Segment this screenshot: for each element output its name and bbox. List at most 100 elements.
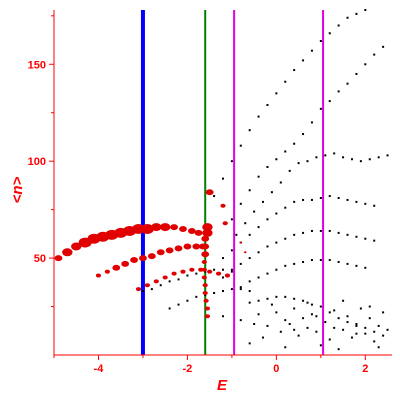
black-point-s2-15 bbox=[355, 72, 358, 75]
red-point-s1-3 bbox=[71, 242, 82, 251]
black-point-s5-18 bbox=[373, 239, 376, 242]
red-point-s1-13 bbox=[159, 223, 171, 232]
black-point-s8-9 bbox=[239, 288, 242, 291]
black-point-s5-5 bbox=[257, 251, 260, 254]
black-point-s1-17 bbox=[355, 12, 358, 15]
black-point-s1-14 bbox=[328, 32, 331, 35]
black-point-s4-14 bbox=[337, 197, 340, 200]
x-tick-label-2: 2 bbox=[362, 363, 368, 375]
black-point-s1-3 bbox=[230, 160, 233, 163]
black-point-s9-13 bbox=[355, 324, 358, 327]
x-tick-label--4: -4 bbox=[94, 363, 105, 375]
black-point-s10-17 bbox=[333, 309, 336, 312]
red-point-s4-17 bbox=[239, 241, 243, 244]
black-point-s1-1 bbox=[213, 195, 216, 198]
black-point-s9-5 bbox=[284, 295, 287, 298]
black-point-s10-42 bbox=[368, 305, 371, 308]
black-point-s10-25 bbox=[373, 340, 376, 343]
black-point-s4-5 bbox=[257, 226, 260, 229]
black-point-s7-6 bbox=[186, 274, 189, 277]
black-point-s4-10 bbox=[302, 198, 305, 201]
black-point-s6-1 bbox=[239, 286, 242, 289]
black-point-s6-2 bbox=[248, 280, 251, 283]
red-point-s4-2 bbox=[202, 223, 213, 232]
black-point-s8-8 bbox=[230, 288, 233, 291]
black-point-s5-8 bbox=[284, 237, 287, 240]
black-point-s10-5 bbox=[275, 311, 278, 314]
black-point-s9-2 bbox=[257, 299, 260, 302]
black-point-s10-33 bbox=[337, 348, 340, 351]
black-point-s10-30 bbox=[248, 342, 251, 345]
black-point-s3-10 bbox=[315, 156, 318, 159]
red-point-s4-11 bbox=[203, 298, 209, 303]
black-point-s3-14 bbox=[350, 158, 353, 161]
black-point-s1-8 bbox=[275, 92, 278, 95]
red-point-s4-6 bbox=[201, 259, 207, 264]
data-points bbox=[54, 9, 389, 351]
black-point-s3-4 bbox=[262, 200, 265, 203]
black-point-s1-7 bbox=[266, 103, 269, 106]
black-point-s10-19 bbox=[346, 315, 349, 318]
black-point-s7-10 bbox=[222, 268, 224, 271]
black-point-s10-34 bbox=[377, 346, 380, 349]
black-point-s10-31 bbox=[284, 346, 287, 349]
black-point-s10-20 bbox=[350, 336, 353, 339]
black-point-s10-41 bbox=[355, 332, 358, 335]
red-point-s2-5 bbox=[130, 257, 138, 264]
black-point-s10-36 bbox=[306, 301, 309, 304]
black-point-s6-13 bbox=[346, 262, 349, 265]
black-point-s9-3 bbox=[266, 297, 269, 300]
red-point-s4-16 bbox=[222, 221, 228, 226]
black-point-s5-13 bbox=[328, 229, 331, 232]
black-point-s10-18 bbox=[342, 328, 345, 331]
black-point-s2-10 bbox=[310, 121, 313, 124]
red-point-s2-3 bbox=[112, 264, 121, 271]
red-point-s4-3 bbox=[201, 235, 210, 242]
black-point-s3-1 bbox=[235, 233, 238, 236]
black-point-s6-10 bbox=[319, 259, 322, 262]
black-point-s2-6 bbox=[275, 158, 278, 161]
red-point-s4-12 bbox=[204, 306, 211, 311]
black-point-s6-14 bbox=[355, 264, 358, 267]
black-point-s5-15 bbox=[346, 233, 349, 236]
black-point-s8-1 bbox=[168, 307, 171, 310]
black-point-s2-2 bbox=[239, 202, 242, 205]
red-point-s1-17 bbox=[194, 229, 203, 236]
x-tick-label--2: -2 bbox=[183, 363, 193, 375]
black-point-s4-6 bbox=[266, 218, 269, 221]
red-point-s1-11 bbox=[140, 224, 154, 235]
red-point-s4-10 bbox=[202, 290, 208, 295]
black-point-s10-6 bbox=[279, 330, 282, 333]
black-point-s4-8 bbox=[284, 206, 287, 209]
black-point-s10-2 bbox=[239, 319, 242, 322]
black-point-s6-11 bbox=[328, 259, 331, 262]
red-point-s3-3 bbox=[153, 279, 159, 284]
black-point-s8-10 bbox=[248, 290, 251, 293]
red-point-s4-15 bbox=[220, 203, 226, 208]
black-point-s3-3 bbox=[253, 210, 256, 213]
black-point-s4-13 bbox=[328, 195, 331, 198]
black-point-s10-13 bbox=[310, 313, 313, 316]
black-point-s6-7 bbox=[293, 262, 296, 265]
black-point-s7-2 bbox=[150, 288, 153, 291]
black-point-s9-4 bbox=[275, 295, 278, 298]
black-point-s3-17 bbox=[377, 156, 380, 159]
red-point-s3-2 bbox=[144, 283, 150, 288]
black-point-s2-9 bbox=[302, 133, 305, 136]
black-point-s1-9 bbox=[284, 80, 287, 83]
black-point-s5-4 bbox=[248, 257, 251, 260]
black-point-s9-10 bbox=[328, 311, 331, 314]
red-point-s2-8 bbox=[156, 249, 165, 256]
black-point-s4-2 bbox=[230, 249, 233, 252]
black-point-s10-8 bbox=[288, 322, 291, 325]
black-point-s5-7 bbox=[275, 241, 278, 244]
red-point-s4-8 bbox=[201, 275, 207, 280]
black-point-s7-4 bbox=[168, 280, 171, 283]
red-point-s3-6 bbox=[180, 269, 186, 274]
black-point-s1-18 bbox=[364, 9, 367, 11]
black-point-s7-1 bbox=[141, 290, 144, 293]
black-point-s10-35 bbox=[270, 303, 273, 306]
black-point-s8-6 bbox=[213, 291, 216, 294]
black-point-s5-3 bbox=[239, 262, 242, 265]
red-point-s1-1 bbox=[54, 255, 63, 262]
